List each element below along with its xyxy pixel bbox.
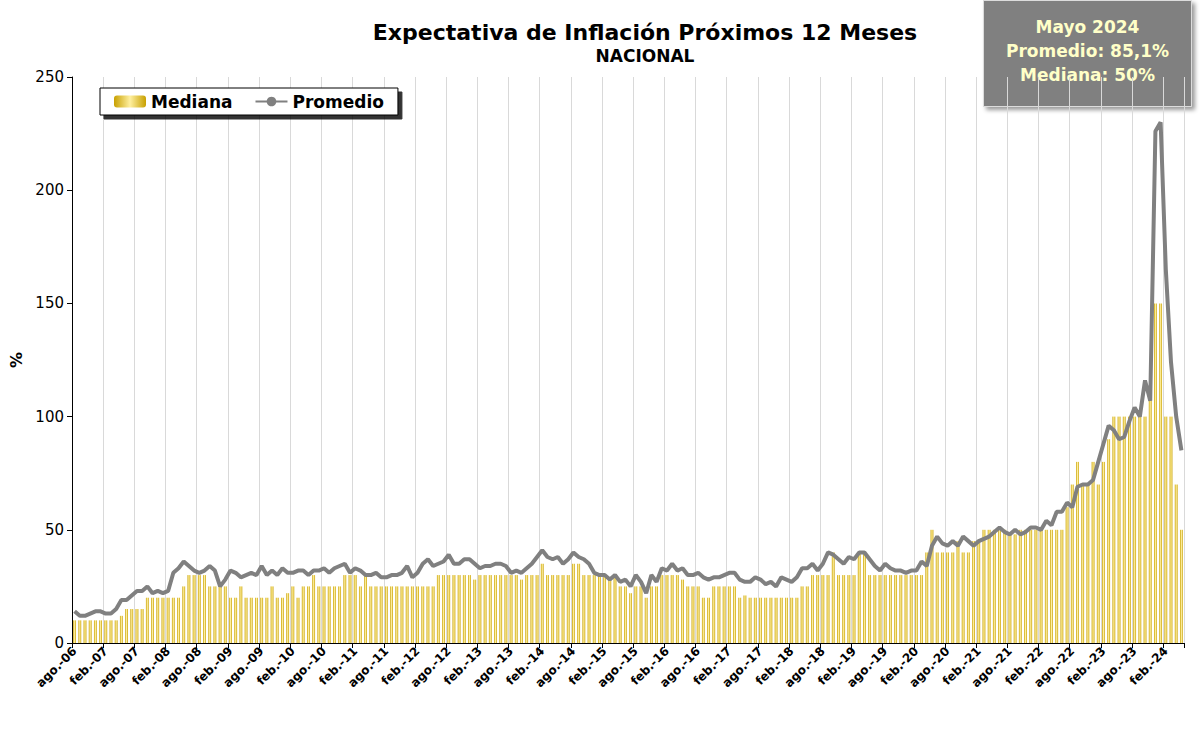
svg-text:ago.-09: ago.-09 xyxy=(220,644,267,691)
svg-text:ago.-20: ago.-20 xyxy=(906,644,953,691)
svg-text:ago.-08: ago.-08 xyxy=(158,644,205,691)
svg-text:Promedio: 85,1%: Promedio: 85,1% xyxy=(1006,41,1169,61)
svg-text:100: 100 xyxy=(35,408,64,426)
svg-text:Mediana: 50%: Mediana: 50% xyxy=(1020,65,1155,85)
svg-text:feb.-12: feb.-12 xyxy=(378,644,423,688)
svg-text:feb.-19: feb.-19 xyxy=(815,644,859,688)
svg-text:feb.-24: feb.-24 xyxy=(1127,644,1171,688)
svg-text:NACIONAL: NACIONAL xyxy=(596,46,695,66)
svg-text:%: % xyxy=(7,352,26,368)
svg-text:feb.-10: feb.-10 xyxy=(253,644,298,688)
svg-text:feb.-14: feb.-14 xyxy=(503,644,548,688)
svg-text:feb.-15: feb.-15 xyxy=(565,644,610,688)
svg-text:feb.-22: feb.-22 xyxy=(1002,644,1047,688)
svg-text:ago.-23: ago.-23 xyxy=(1093,644,1140,691)
svg-text:50: 50 xyxy=(45,521,64,539)
svg-text:ago.-12: ago.-12 xyxy=(407,644,454,691)
svg-text:feb.-07: feb.-07 xyxy=(66,644,111,688)
svg-text:Mediana: Mediana xyxy=(151,92,233,112)
svg-text:ago.-19: ago.-19 xyxy=(844,644,891,691)
svg-text:ago.-11: ago.-11 xyxy=(345,644,392,691)
svg-text:0: 0 xyxy=(54,634,64,652)
svg-text:150: 150 xyxy=(35,294,64,312)
svg-text:ago.-17: ago.-17 xyxy=(719,644,766,691)
svg-text:feb.-17: feb.-17 xyxy=(690,644,735,688)
svg-text:feb.-18: feb.-18 xyxy=(752,644,797,688)
svg-text:Mayo 2024: Mayo 2024 xyxy=(1036,17,1140,37)
svg-text:feb.-23: feb.-23 xyxy=(1064,644,1109,688)
svg-text:Promedio: Promedio xyxy=(292,92,383,112)
svg-text:ago.-16: ago.-16 xyxy=(657,644,704,691)
svg-text:ago.-14: ago.-14 xyxy=(532,644,579,691)
svg-text:250: 250 xyxy=(35,68,64,86)
svg-text:ago.-13: ago.-13 xyxy=(470,644,516,691)
svg-text:feb.-16: feb.-16 xyxy=(628,644,672,688)
svg-text:ago.-18: ago.-18 xyxy=(781,644,828,691)
svg-text:feb.-20: feb.-20 xyxy=(877,644,922,688)
svg-text:ago.-21: ago.-21 xyxy=(968,644,1015,691)
svg-text:ago.-06: ago.-06 xyxy=(33,644,80,691)
svg-text:feb.-21: feb.-21 xyxy=(939,644,984,688)
svg-text:feb.-13: feb.-13 xyxy=(440,644,485,688)
svg-text:200: 200 xyxy=(35,181,64,199)
svg-text:ago.-22: ago.-22 xyxy=(1031,644,1078,691)
svg-text:feb.-09: feb.-09 xyxy=(191,644,236,688)
svg-text:feb.-11: feb.-11 xyxy=(316,644,361,688)
svg-text:feb.-08: feb.-08 xyxy=(129,644,174,688)
svg-text:ago.-10: ago.-10 xyxy=(282,644,329,691)
svg-text:ago.-15: ago.-15 xyxy=(594,644,641,691)
svg-text:Expectativa de Inflación Próxi: Expectativa de Inflación Próximos 12 Mes… xyxy=(373,20,917,45)
svg-text:ago.-07: ago.-07 xyxy=(95,644,142,691)
